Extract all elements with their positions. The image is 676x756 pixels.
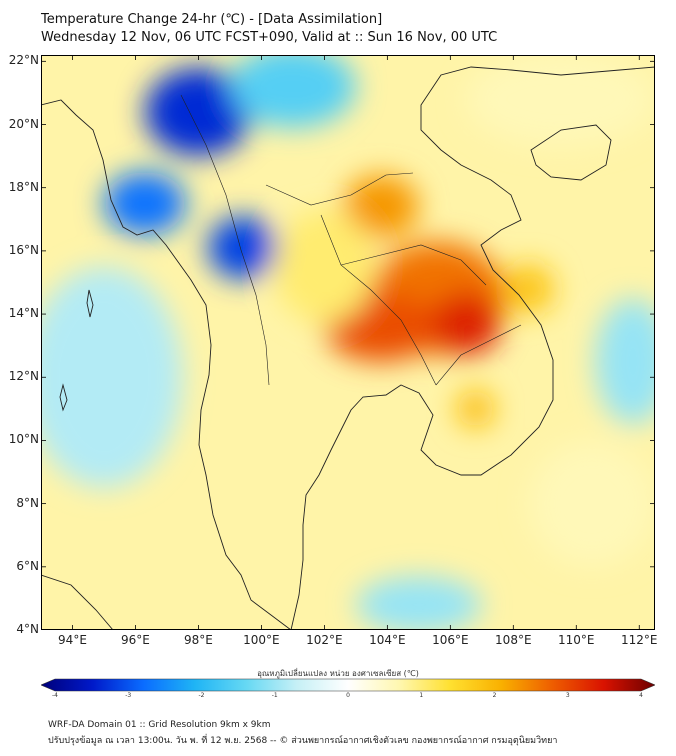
- map-subtitle: Wednesday 12 Nov, 06 UTC FCST+090, Valid…: [41, 30, 498, 45]
- lon-tick-label: 100°E: [243, 633, 280, 647]
- temperature-anomaly-blob: [529, 440, 655, 567]
- colorbar-tick-label: 3: [565, 692, 570, 699]
- temperature-anomaly-blob: [103, 171, 186, 236]
- temperature-anomaly-blob: [595, 298, 655, 425]
- lat-tick-label: 20°N: [8, 116, 39, 131]
- andaman-islands: [59, 289, 94, 412]
- lat-tick-label: 10°N: [8, 432, 39, 447]
- hainan-island: [530, 124, 612, 181]
- lon-tick-label: 106°E: [432, 633, 469, 647]
- map-title: Temperature Change 24-hr (℃) - [Data Ass…: [41, 12, 383, 27]
- colorbar-tick-label: 1: [419, 692, 424, 699]
- colorbar-tick-label: -3: [125, 692, 132, 699]
- footer-credit: ปรับปรุงข้อมูล ณ เวลา 13:00น. วัน พ. ที่…: [48, 736, 558, 746]
- lon-tick-label: 108°E: [495, 633, 532, 647]
- map-frame: [41, 55, 655, 630]
- temperature-anomaly-blob: [207, 216, 278, 280]
- temperature-anomaly-blob: [41, 266, 183, 488]
- graticule-ticks: [41, 55, 655, 630]
- temperature-anomaly-blob: [343, 175, 419, 239]
- temperature-anomaly-blob: [431, 291, 501, 356]
- temperature-anomaly-blob: [229, 55, 356, 128]
- lat-tick-label: 14°N: [8, 306, 39, 321]
- temperature-anomaly-blob: [456, 389, 495, 428]
- temperature-field: [41, 55, 655, 630]
- temperature-anomaly-blob: [144, 67, 252, 157]
- lat-tick-label: 22°N: [8, 53, 39, 68]
- lat-tick-label: 18°N: [8, 179, 39, 194]
- lon-tick-label: 112°E: [621, 633, 658, 647]
- temperature-map[interactable]: [41, 55, 655, 630]
- colorbar-tick-label: -1: [271, 692, 278, 699]
- lon-tick-label: 104°E: [369, 633, 406, 647]
- country-borders: [180, 94, 522, 386]
- lon-tick-label: 94°E: [58, 633, 87, 647]
- temperature-anomaly-blob: [503, 263, 555, 315]
- gulf-of-thailand-coastline: [290, 66, 655, 630]
- lon-tick-label: 110°E: [558, 633, 595, 647]
- lon-tick-label: 96°E: [121, 633, 150, 647]
- temperature-anomaly-blob: [355, 576, 482, 630]
- sumatra-coastline: [41, 574, 114, 630]
- colorbar-tick-label: 4: [639, 692, 643, 699]
- footer-model-info: WRF-DA Domain 01 :: Grid Resolution 9km …: [48, 720, 271, 730]
- temperature-anomaly-blob: [274, 209, 375, 324]
- lon-tick-label: 98°E: [183, 633, 213, 647]
- lat-tick-label: 4°N: [16, 622, 39, 636]
- colorbar: [41, 678, 655, 692]
- lat-tick-label: 6°N: [16, 558, 39, 573]
- lat-tick-label: 8°N: [16, 495, 39, 510]
- myanmar-coastline: [41, 99, 292, 630]
- colorbar-tick-label: -4: [52, 692, 58, 699]
- colorbar-title: อุณหภูมิเปลี่ยนแปลง หน่วย องศาเซลเซียส (…: [257, 669, 419, 678]
- temperature-anomaly-blob: [466, 55, 655, 147]
- colorbar-tick-label: 2: [492, 692, 497, 699]
- lat-tick-label: 16°N: [8, 242, 39, 257]
- lon-tick-label: 102°E: [306, 633, 343, 647]
- colorbar-tick-label: 0: [346, 692, 350, 699]
- lat-tick-label: 12°N: [8, 369, 39, 384]
- colorbar-tick-label: -2: [198, 692, 205, 699]
- coastlines: [41, 66, 655, 630]
